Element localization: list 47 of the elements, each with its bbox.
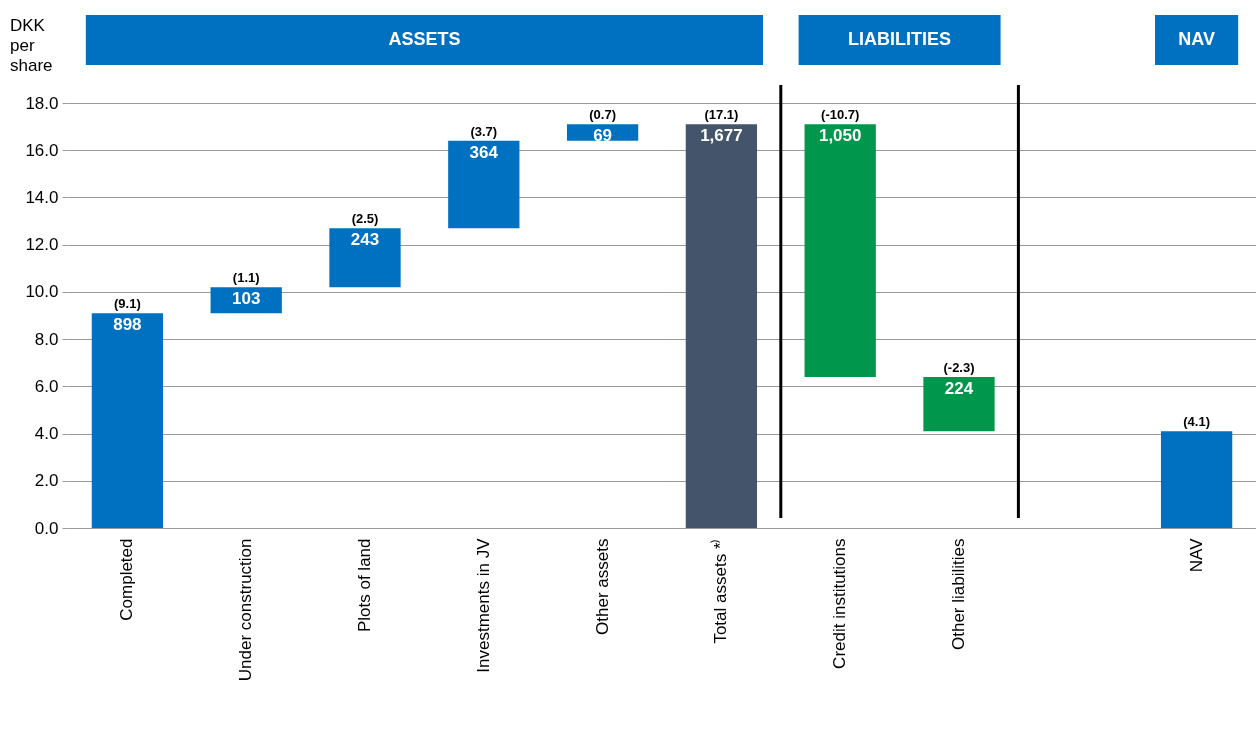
bar — [448, 140, 520, 229]
bar — [804, 124, 876, 377]
y-tick-label: 2.0 — [34, 471, 59, 491]
y-tick-label: 6.0 — [34, 376, 59, 396]
data-label: (-10.7) — [821, 107, 860, 123]
bar — [923, 376, 995, 432]
y-axis-title: DKK per share — [10, 16, 53, 75]
x-tick-label: Investments in JV — [473, 537, 493, 673]
x-tick-label: NAV — [1186, 537, 1206, 573]
annotation: 103 — [232, 289, 261, 309]
text: LIABILITIES — [848, 29, 952, 49]
data-label: (0.7) — [589, 107, 616, 123]
y-tick-label: 8.0 — [34, 329, 59, 349]
y-tick-label: 12.0 — [25, 235, 59, 255]
bar — [685, 124, 758, 528]
text: NAV — [1178, 29, 1215, 49]
annotation: 1,050 — [818, 126, 862, 146]
x-tick-label: Other assets — [592, 538, 612, 635]
x-tick-label: Credit institutions — [830, 538, 850, 669]
annotation: 364 — [469, 142, 499, 162]
bar — [1160, 431, 1233, 528]
annotation: 898 — [113, 315, 142, 335]
bar — [329, 228, 401, 288]
x-tick-label: Plots of land — [355, 538, 374, 633]
x-tick-label: Other liabilities — [949, 538, 968, 650]
data-label: (4.1) — [1183, 414, 1210, 430]
annotation: 1,677 — [700, 126, 743, 146]
y-tick-label: 4.0 — [34, 424, 59, 444]
annotation: 243 — [350, 230, 380, 250]
data-label: (1.1) — [232, 270, 260, 286]
annotation: 224 — [944, 378, 974, 398]
data-label: (17.1) — [704, 107, 739, 123]
y-tick-label: 18.0 — [25, 93, 59, 113]
y-tick-label: 0.0 — [34, 518, 59, 538]
bar — [91, 313, 164, 528]
data-label: (3.7) — [470, 123, 498, 139]
y-tick-label: 10.0 — [25, 282, 59, 302]
data-label: (2.5) — [351, 211, 379, 227]
text: ASSETS — [388, 29, 461, 49]
y-tick-label: 16.0 — [25, 140, 59, 160]
annotation: 69 — [593, 126, 613, 146]
data-label: (-2.3) — [943, 359, 975, 375]
data-label: (9.1) — [114, 296, 141, 312]
y-tick-label: 14.0 — [25, 187, 59, 207]
x-tick-label: Total assets *⁾ — [710, 538, 731, 644]
x-tick-label: Completed — [117, 538, 137, 621]
x-tick-label: Under construction — [236, 538, 256, 682]
